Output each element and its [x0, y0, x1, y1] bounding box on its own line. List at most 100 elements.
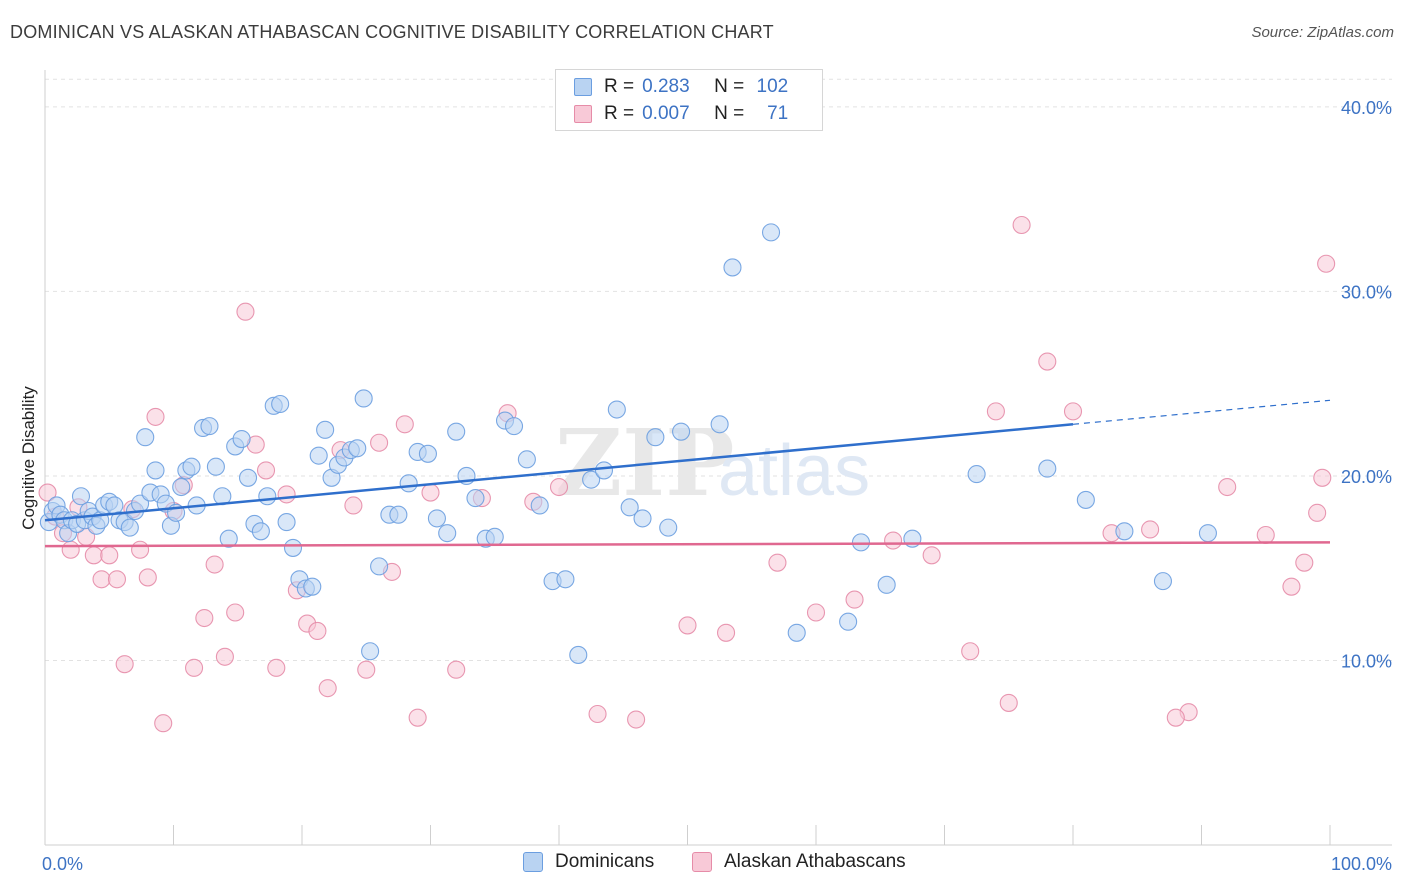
data-point [517, 450, 536, 469]
data-point [1198, 524, 1217, 543]
legend-r-value: 0.007 [642, 103, 690, 124]
data-point [136, 428, 155, 447]
data-point [389, 505, 408, 524]
data-point [277, 485, 296, 504]
data-point [633, 509, 652, 528]
data-point [1317, 254, 1336, 273]
data-point [236, 302, 255, 321]
data-point [627, 710, 646, 729]
legend-swatch-dominicans [574, 78, 592, 96]
series-legend: Dominicans Alaskan Athabascans [0, 851, 1406, 879]
watermark-atlas: atlas [718, 431, 870, 511]
legend-item-alaskan: Alaskan Athabascans [692, 851, 906, 873]
data-point [806, 603, 826, 622]
legend-row-dominicans: R = 0.283 N = 102 [574, 74, 788, 100]
data-point [1153, 572, 1172, 591]
data-point [1076, 490, 1095, 509]
data-point [154, 714, 173, 733]
data-point [84, 546, 103, 565]
data-point [556, 570, 575, 589]
chart-title: DOMINICAN VS ALASKAN ATHABASCAN COGNITIV… [10, 22, 774, 42]
data-point [1308, 503, 1327, 522]
data-point [418, 444, 437, 463]
data-point [308, 621, 327, 641]
legend-r-label: R = [604, 103, 635, 124]
data-point [723, 258, 742, 277]
data-point [61, 540, 80, 559]
data-point [549, 477, 569, 497]
legend-row-alaskan: R = 0.007 N = 71 [574, 101, 788, 127]
data-point [115, 655, 134, 674]
data-point [1295, 553, 1314, 572]
data-point [370, 557, 389, 576]
data-point [251, 522, 270, 541]
data-point [215, 647, 234, 666]
trend-line-dominicans-extension [1072, 399, 1331, 425]
data-point [999, 693, 1018, 712]
data-point [421, 483, 440, 502]
data-point [195, 608, 214, 628]
legend-r-label: R = [604, 76, 635, 97]
data-point [1313, 468, 1332, 487]
legend-item-dominicans: Dominicans [523, 851, 654, 873]
data-point [138, 568, 157, 587]
data-point [395, 415, 414, 434]
data-point [716, 623, 736, 642]
trend-line-dominicans [44, 423, 1074, 522]
data-point [884, 531, 903, 550]
data-point [922, 546, 941, 565]
data-point [100, 546, 119, 565]
data-point [761, 223, 781, 242]
stats-legend: R = 0.283 N = 102 R = 0.007 N = 71 [555, 69, 823, 131]
grid-lines [45, 78, 1392, 661]
data-point [399, 474, 418, 493]
data-point [582, 470, 601, 489]
data-point [146, 407, 165, 426]
data-point [466, 489, 485, 508]
data-point [271, 394, 290, 414]
x-tick-label-max: 100.0% [1331, 854, 1392, 874]
x-tick-marks [44, 825, 1331, 845]
y-axis-label: Cognitive Disability [19, 386, 38, 530]
y-tick-label: 10.0% [1341, 651, 1392, 671]
data-point [1282, 577, 1301, 596]
data-point [438, 524, 457, 543]
data-point [1115, 522, 1134, 541]
data-point [38, 483, 57, 502]
data-point [1166, 708, 1185, 727]
data-point [504, 417, 524, 436]
data-point [354, 389, 373, 408]
data-point [182, 457, 201, 476]
x-tick-label-min: 0.0% [42, 854, 83, 874]
data-point [172, 477, 191, 497]
data-point [219, 529, 238, 548]
data-point [226, 603, 245, 622]
data-point [309, 446, 328, 465]
data-point [588, 704, 607, 724]
data-point [361, 642, 380, 661]
data-point [238, 468, 258, 487]
y-tick-label: 40.0% [1341, 98, 1392, 118]
legend-n-value: 71 [767, 103, 789, 124]
data-point [357, 660, 376, 679]
data-point [185, 658, 204, 677]
data-point [710, 415, 729, 434]
y-tick-label: 30.0% [1341, 282, 1392, 302]
data-point [678, 616, 697, 635]
data-point [607, 400, 626, 419]
watermark-zip: ZIP [555, 409, 734, 517]
legend-label-alaskan: Alaskan Athabascans [724, 851, 906, 872]
data-point [71, 487, 91, 506]
data-point [594, 461, 614, 480]
data-point [277, 513, 296, 532]
legend-swatch-dominicans [523, 852, 543, 872]
data-point [1141, 520, 1160, 539]
data-point [92, 570, 111, 589]
data-point [839, 612, 858, 631]
legend-n-label: N = [714, 76, 745, 97]
legend-swatch-alaskan [692, 852, 712, 872]
data-point [967, 465, 986, 484]
data-point [200, 417, 219, 436]
data-point [370, 433, 389, 452]
